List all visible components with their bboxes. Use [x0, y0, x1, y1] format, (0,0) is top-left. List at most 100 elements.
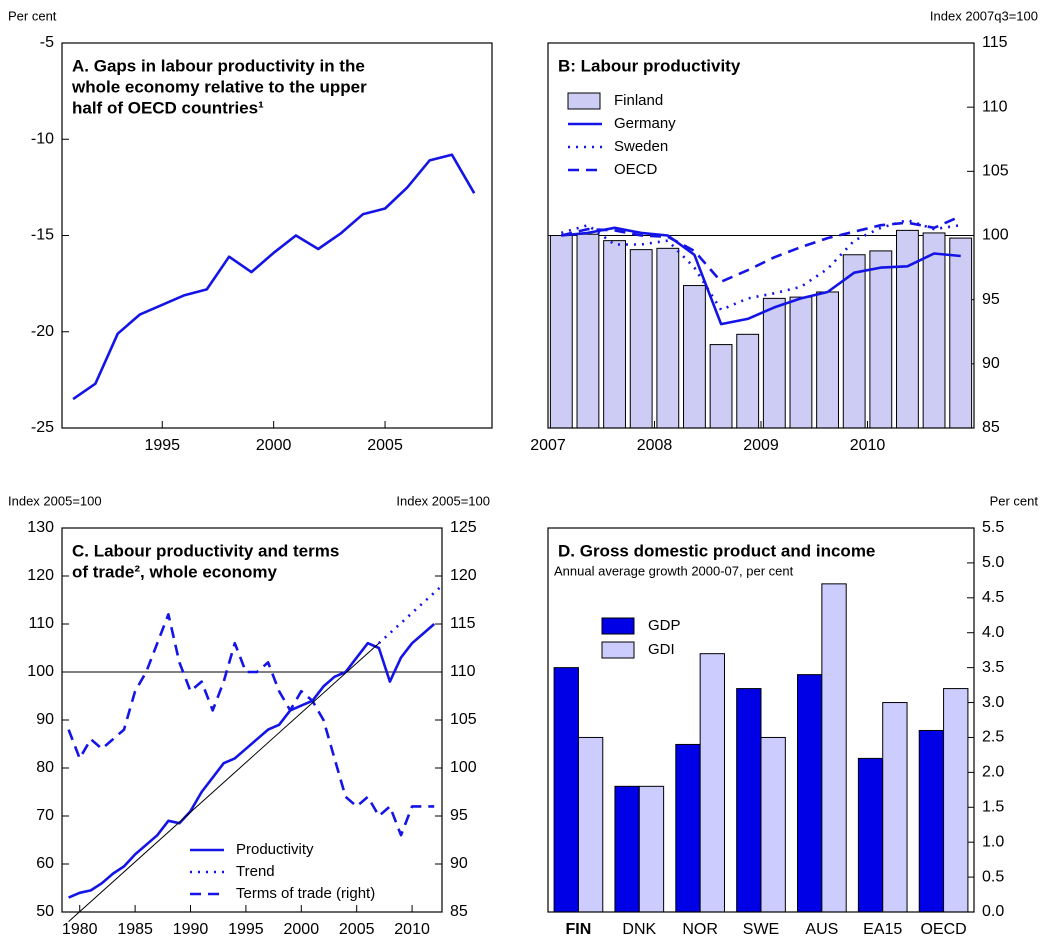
legend-label: Trend	[236, 863, 275, 880]
panel-subtitle: Annual average growth 2000-07, per cent	[554, 563, 794, 578]
legend-label: GDI	[648, 641, 675, 658]
legend-swatch	[601, 617, 635, 635]
y-tick-label: 2.0	[982, 764, 1004, 781]
x-tick-label: DNK	[622, 921, 656, 938]
series-line	[72, 153, 476, 401]
x-tick-label: 2010	[850, 437, 886, 454]
bar	[922, 232, 946, 429]
x-tick-label: EA15	[863, 921, 902, 938]
legend-swatch	[567, 92, 601, 110]
y-tick-label: 2.5	[982, 729, 1004, 746]
y-tick-label: -25	[31, 419, 54, 436]
bar	[549, 235, 573, 429]
legend-swatch	[601, 641, 635, 659]
legend-label: Productivity	[236, 841, 314, 858]
y2-axis-label: Index 2005=100	[396, 493, 490, 508]
plot-frame	[547, 42, 975, 429]
y-tick-label: 0.5	[982, 868, 1004, 885]
bar	[577, 736, 604, 913]
panel-title: C. Labour productivity and terms	[72, 541, 339, 560]
y2-tick-label: 120	[450, 567, 477, 584]
y-tick-label: 95	[982, 291, 1000, 308]
legend-label: Germany	[614, 115, 676, 132]
y-tick-label: 130	[27, 519, 54, 536]
bar	[736, 333, 760, 429]
bar	[762, 297, 786, 429]
x-tick-label: 1990	[173, 921, 209, 938]
panel-title: B: Labour productivity	[558, 56, 741, 75]
y-tick-label: 100	[27, 663, 54, 680]
bar	[683, 285, 706, 429]
series-line	[67, 613, 435, 837]
y-tick-label: 80	[36, 759, 54, 776]
y-tick-label: 1.0	[982, 833, 1004, 850]
bar	[896, 229, 919, 429]
y-tick-label: -15	[31, 227, 54, 244]
bar	[576, 233, 600, 429]
y-tick-label: -10	[31, 130, 54, 147]
y-tick-label: 50	[36, 903, 54, 920]
y-tick-label: 4.5	[982, 589, 1004, 606]
y-tick-label: 100	[982, 227, 1009, 244]
bar	[857, 757, 884, 913]
y2-tick-label: 85	[450, 903, 468, 920]
bar	[797, 674, 823, 913]
bar	[629, 249, 653, 429]
y-tick-label: 85	[982, 419, 1000, 436]
series-line	[68, 623, 436, 899]
bar	[614, 785, 640, 913]
y-tick-label: 90	[982, 355, 1000, 372]
x-tick-label: 2000	[256, 437, 292, 454]
x-tick-label: 1995	[144, 437, 180, 454]
series-line	[561, 226, 961, 326]
x-tick-label: 2010	[394, 921, 430, 938]
bar	[943, 688, 969, 913]
bar	[789, 296, 813, 429]
bar	[842, 254, 866, 429]
x-tick-label: AUS	[805, 921, 838, 938]
y-tick-label: 70	[36, 807, 54, 824]
y-tick-label: 1.5	[982, 798, 1004, 815]
y-tick-label: 5.0	[982, 554, 1004, 571]
bar	[709, 344, 733, 429]
plot-frame	[61, 527, 443, 913]
bar	[882, 702, 908, 913]
x-tick-label: SWE	[743, 921, 779, 938]
y-tick-label: 3.5	[982, 659, 1004, 676]
x-tick-label: 2007	[530, 437, 566, 454]
bar	[760, 736, 786, 913]
y-tick-label: 110	[982, 98, 1008, 115]
y-tick-label: 5.5	[982, 519, 1004, 536]
x-tick-label: 2005	[339, 921, 375, 938]
panel-title: whole economy relative to the upper	[71, 77, 367, 96]
bar	[816, 291, 839, 429]
y-tick-label: 4.0	[982, 624, 1004, 641]
y-axis-label: Index 2007q3=100	[930, 8, 1038, 23]
y2-tick-label: 125	[450, 519, 477, 536]
y-axis-label: Per cent	[8, 8, 57, 23]
x-tick-label: 2009	[743, 437, 779, 454]
y2-tick-label: 90	[450, 855, 468, 872]
y-tick-label: 115	[982, 34, 1008, 51]
panel-title: D. Gross domestic product and income	[558, 541, 875, 560]
plot-frame	[61, 42, 493, 429]
bar	[736, 688, 762, 913]
panel-title: half of OECD countries¹	[72, 98, 264, 117]
y-tick-label: -5	[40, 34, 54, 51]
y-axis-label: Index 2005=100	[8, 493, 102, 508]
x-tick-label: 1980	[62, 921, 98, 938]
bar	[675, 743, 701, 913]
y2-tick-label: 95	[450, 807, 468, 824]
x-tick-label: 2000	[284, 921, 320, 938]
y2-tick-label: 115	[450, 615, 476, 632]
y2-tick-label: 105	[450, 711, 477, 728]
y-axis-label: Per cent	[990, 493, 1039, 508]
y2-tick-label: 110	[450, 663, 476, 680]
bar	[656, 247, 680, 429]
bar	[603, 240, 626, 429]
x-tick-label: 2008	[637, 437, 673, 454]
legend-label: Terms of trade (right)	[236, 885, 375, 902]
panel-title: of trade², whole economy	[72, 562, 278, 581]
y-tick-label: 60	[36, 855, 54, 872]
